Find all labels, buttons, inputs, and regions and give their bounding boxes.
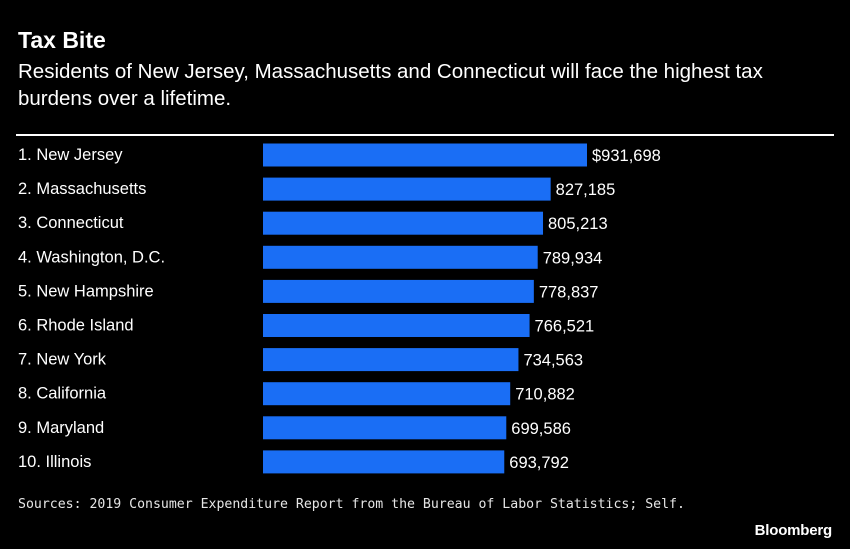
bar — [263, 211, 544, 235]
category-label: 1. New Jersey — [18, 146, 123, 164]
bar — [263, 382, 511, 406]
value-label: 766,521 — [535, 318, 595, 336]
bar — [263, 314, 530, 337]
category-label: 6. Rhode Island — [18, 317, 134, 335]
value-label: 734,563 — [523, 352, 583, 370]
bar — [263, 416, 507, 440]
value-label: 699,586 — [511, 420, 571, 438]
category-label: 5. New Hampshire — [18, 282, 154, 300]
value-label: 789,934 — [543, 249, 603, 267]
category-label: 7. New York — [18, 351, 107, 369]
bar — [263, 177, 551, 201]
sources-note: Sources: 2019 Consumer Expenditure Repor… — [18, 497, 685, 512]
value-label: 693,792 — [509, 454, 569, 472]
value-label: $931,698 — [592, 147, 661, 165]
category-label: 9. Maryland — [18, 419, 104, 437]
bar — [263, 245, 538, 269]
header-divider — [16, 134, 834, 136]
value-label: 805,213 — [548, 215, 608, 233]
category-label: 8. California — [18, 385, 107, 403]
bloomberg-logo: Bloomberg — [754, 522, 833, 539]
bar — [263, 450, 505, 474]
bar — [263, 348, 519, 372]
category-label: 3. Connecticut — [18, 214, 124, 232]
bar — [263, 143, 587, 167]
chart-subtitle: Residents of New Jersey, Massachusetts a… — [18, 60, 763, 110]
category-label: 4. Washington, D.C. — [18, 248, 165, 266]
bar — [263, 279, 534, 303]
category-label: 2. Massachusetts — [18, 180, 146, 198]
value-label: 827,185 — [556, 181, 616, 199]
value-label: 710,882 — [515, 386, 575, 404]
chart-title: Tax Bite — [18, 27, 106, 53]
value-label: 778,837 — [539, 283, 599, 301]
category-label: 10. Illinois — [18, 453, 91, 471]
